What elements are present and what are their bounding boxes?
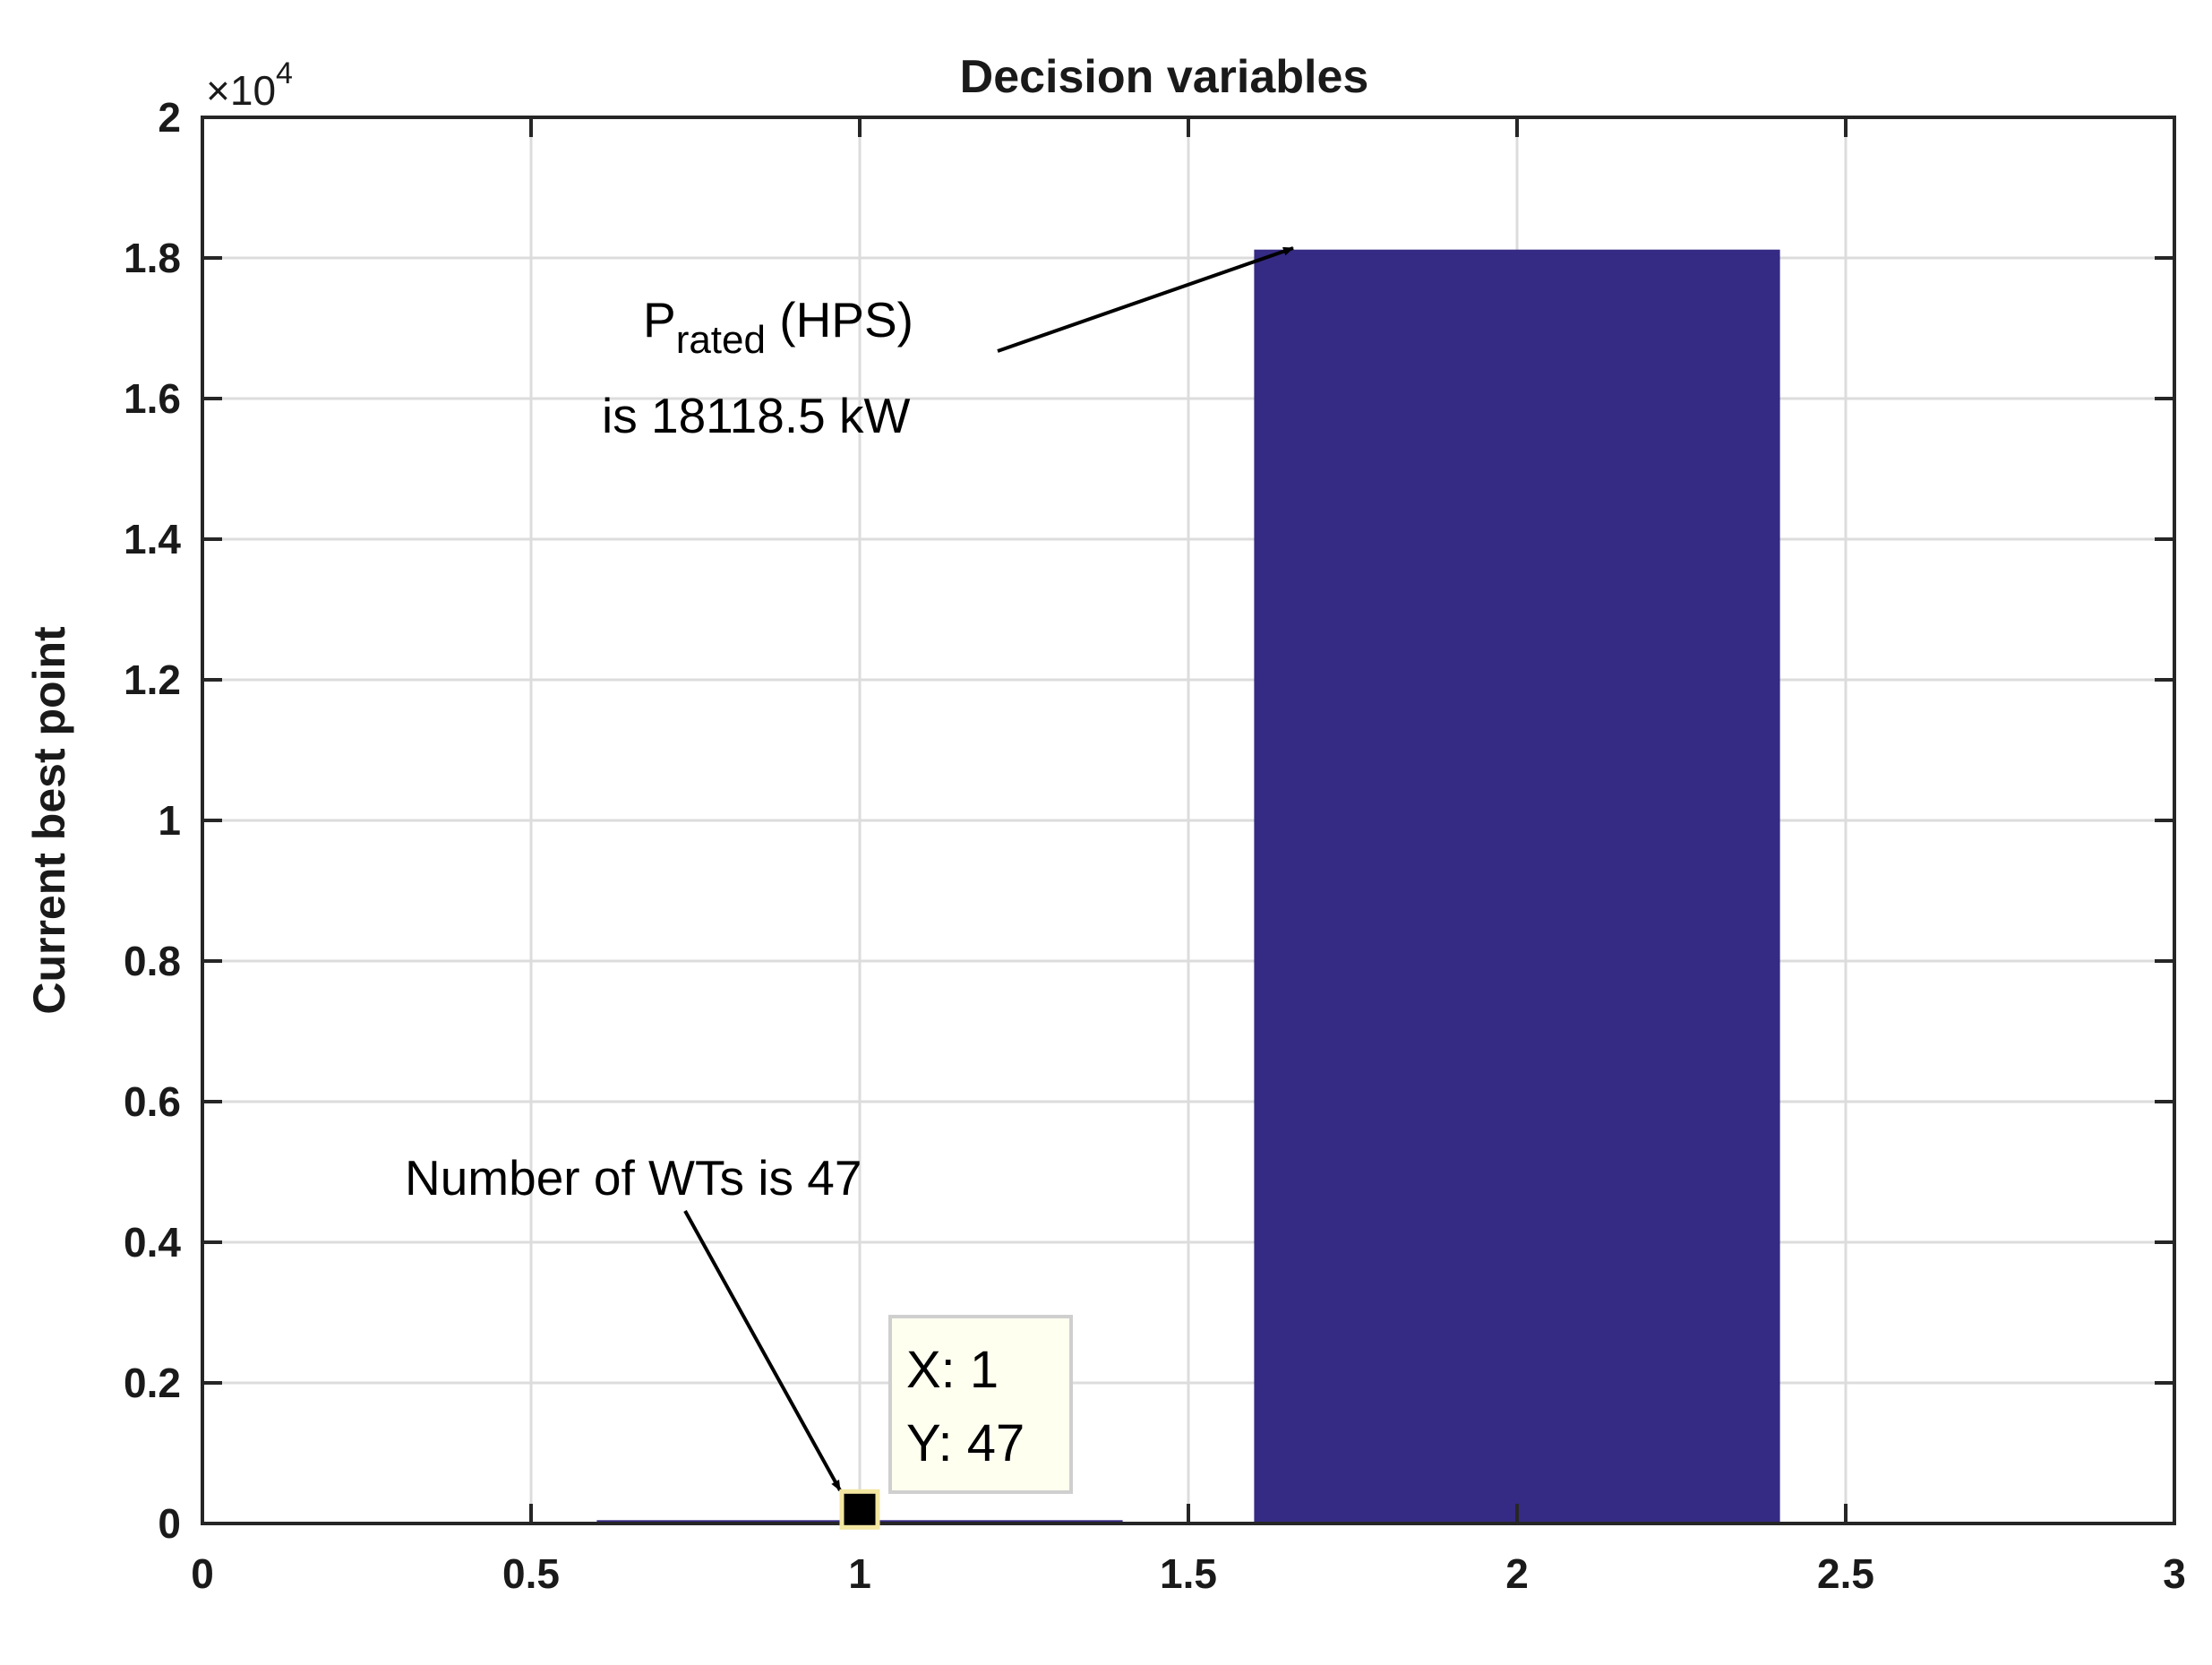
y-tick-label-9: 1.8	[124, 235, 181, 281]
y-tick-label-10: 2	[158, 94, 181, 141]
annotation-hps-line2: is 18118.5 kW	[602, 388, 911, 443]
annotation-hps-suffix: (HPS)	[766, 292, 913, 348]
y-tick-label-8: 1.6	[124, 375, 181, 422]
annotation-hps-subscript: rated	[676, 318, 766, 362]
y-tick-label-2: 0.4	[124, 1219, 181, 1266]
y-tick-label-3: 0.6	[124, 1078, 181, 1125]
bars	[596, 249, 1780, 1523]
annotation-hps-arrow	[997, 246, 1294, 353]
annotation-wt-text: Number of WTs is 47	[405, 1150, 862, 1206]
y-tick-label-4: 0.8	[124, 938, 181, 984]
y-exponent: ×104	[206, 56, 293, 114]
datatip-box	[888, 1315, 1073, 1494]
y-tick-label-5: 1	[158, 797, 181, 844]
y-tick-label-1: 0.2	[124, 1360, 181, 1406]
y-tick-label-7: 1.4	[124, 516, 181, 562]
y-exponent-base: ×10	[206, 67, 276, 114]
bar-2	[1254, 249, 1780, 1523]
plot-frame	[201, 116, 2176, 1525]
y-exponent-power: 4	[276, 56, 293, 90]
annotation-wt-arrow	[683, 1210, 842, 1491]
datatip-x: X: 1	[906, 1341, 999, 1399]
x-tick-labels: 0 0.5 1 1.5 2 2.5 3	[191, 1550, 2186, 1597]
x-tick-label-3: 1.5	[1160, 1550, 1217, 1597]
datatip-marker[interactable]	[839, 1489, 880, 1530]
y-tick-labels: 0 0.2 0.4 0.6 0.8 1 1.2 1.4 1.6 1.8 2	[124, 94, 181, 1547]
svg-text:×104: ×104	[206, 56, 293, 114]
x-tick-label-1: 0.5	[502, 1550, 560, 1597]
x-tick-label-0: 0	[191, 1550, 214, 1597]
y-tick-label-6: 1.2	[124, 657, 181, 703]
x-tick-label-2: 1	[848, 1550, 871, 1597]
svg-text:Prated (HPS): Prated (HPS)	[643, 292, 913, 362]
x-tick-label-6: 3	[2163, 1550, 2186, 1597]
annotation-wt: Number of WTs is 47	[405, 1150, 862, 1491]
x-tick-label-4: 2	[1505, 1550, 1529, 1597]
annotation-hps-symbol: P	[643, 292, 676, 348]
chart-title: Decision variables	[960, 51, 1369, 103]
y-tick-label-0: 0	[158, 1500, 181, 1547]
annotation-hps: Prated (HPS) is 18118.5 kW	[602, 246, 1294, 443]
datatip[interactable]: X: 1 Y: 47	[888, 1315, 1073, 1494]
y-axis-label: Current best point	[24, 626, 74, 1015]
x-tick-label-5: 2.5	[1817, 1550, 1874, 1597]
datatip-y: Y: 47	[906, 1414, 1025, 1472]
